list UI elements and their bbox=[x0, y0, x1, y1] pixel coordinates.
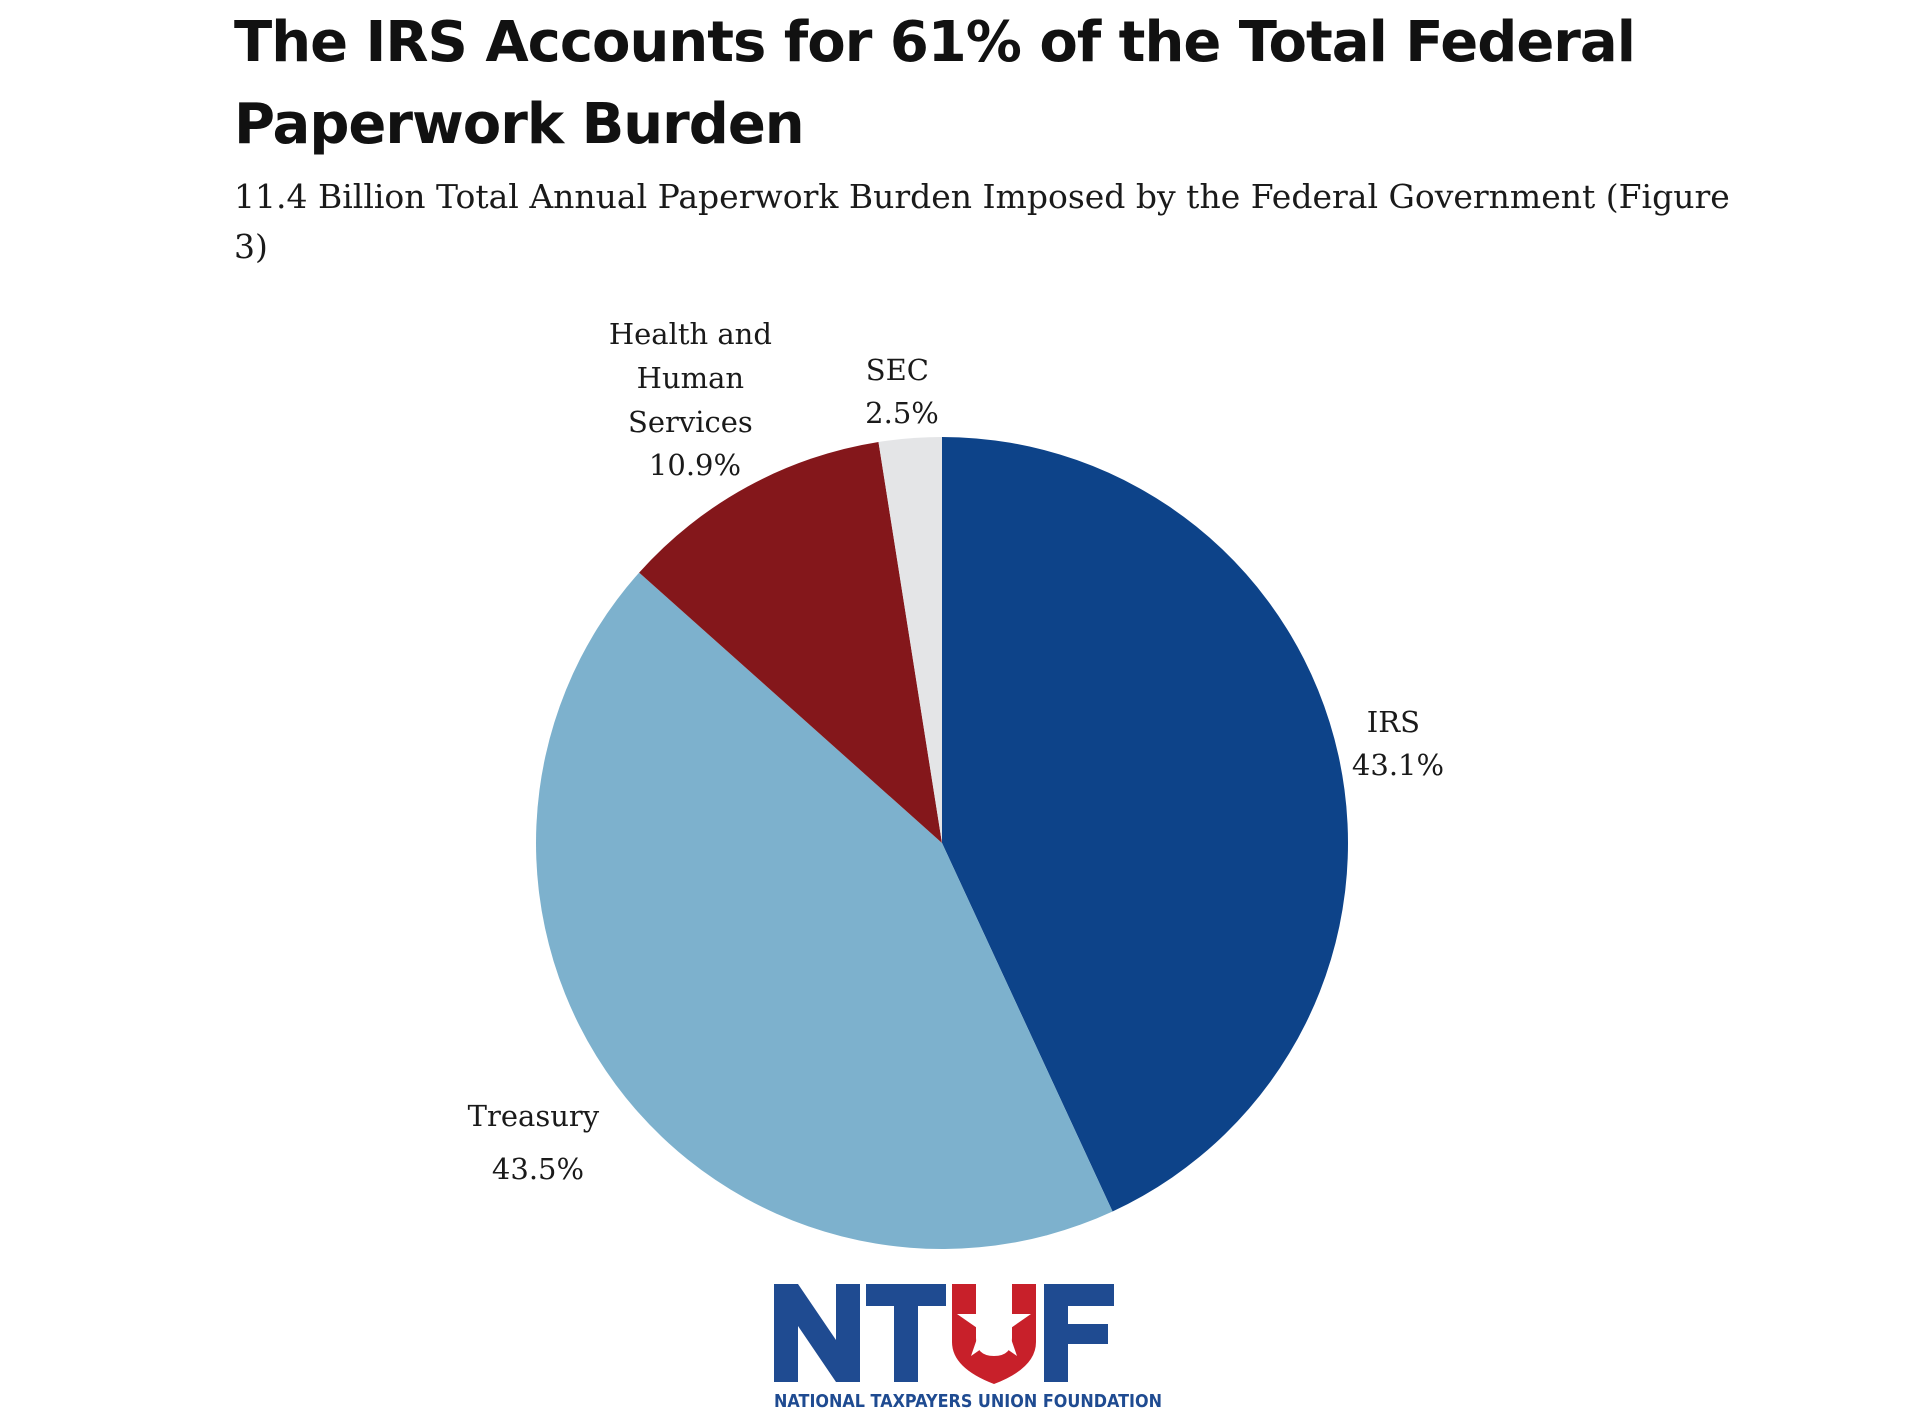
pie-slice-treasury bbox=[536, 572, 1113, 1249]
slice-label-sec: SEC 2.5% bbox=[865, 353, 939, 430]
slice-value-sec: 2.5% bbox=[865, 396, 939, 430]
slice-name-sec: SEC bbox=[866, 353, 929, 387]
pie-slice-sec bbox=[878, 437, 942, 843]
ntuf-wordmark bbox=[774, 1284, 1114, 1384]
logo-shield bbox=[952, 1284, 1036, 1384]
slice-name-irs: IRS bbox=[1367, 705, 1420, 739]
slice-name-hhs-line-3: Services bbox=[628, 405, 753, 439]
pie-labels: IRS 43.1% Treasury 43.5% Health and Huma… bbox=[468, 317, 1444, 1186]
slice-value-treasury: 43.5% bbox=[492, 1152, 584, 1186]
logo-letter-n bbox=[774, 1284, 860, 1382]
chart-subtitle: 11.4 Billion Total Annual Paperwork Burd… bbox=[234, 177, 1730, 266]
chart-title: The IRS Accounts for 61% of the Total Fe… bbox=[234, 10, 1636, 157]
slice-value-irs: 43.1% bbox=[1352, 748, 1444, 782]
logo-star-icon bbox=[957, 1288, 1031, 1356]
pie-slices bbox=[536, 437, 1348, 1249]
slice-name-hhs-line-1: Health and bbox=[609, 317, 772, 351]
slice-label-irs: IRS 43.1% bbox=[1352, 705, 1444, 782]
pie-slice-hhs bbox=[639, 442, 942, 843]
ntuf-logo: NATIONAL TAXPAYERS UNION FOUNDATION bbox=[774, 1284, 1162, 1410]
logo-letter-f bbox=[1044, 1284, 1114, 1382]
slice-label-hhs: Health and Human Services 10.9% bbox=[609, 317, 781, 482]
logo-letter-t bbox=[866, 1284, 946, 1382]
slice-label-treasury: Treasury 43.5% bbox=[468, 1099, 609, 1186]
slice-name-treasury: Treasury bbox=[468, 1099, 600, 1133]
logo-tagline: NATIONAL TAXPAYERS UNION FOUNDATION bbox=[774, 1391, 1162, 1410]
slice-value-hhs: 10.9% bbox=[649, 448, 741, 482]
slice-name-hhs-line-2: Human bbox=[637, 361, 744, 395]
pie-slice-irs bbox=[942, 437, 1348, 1212]
